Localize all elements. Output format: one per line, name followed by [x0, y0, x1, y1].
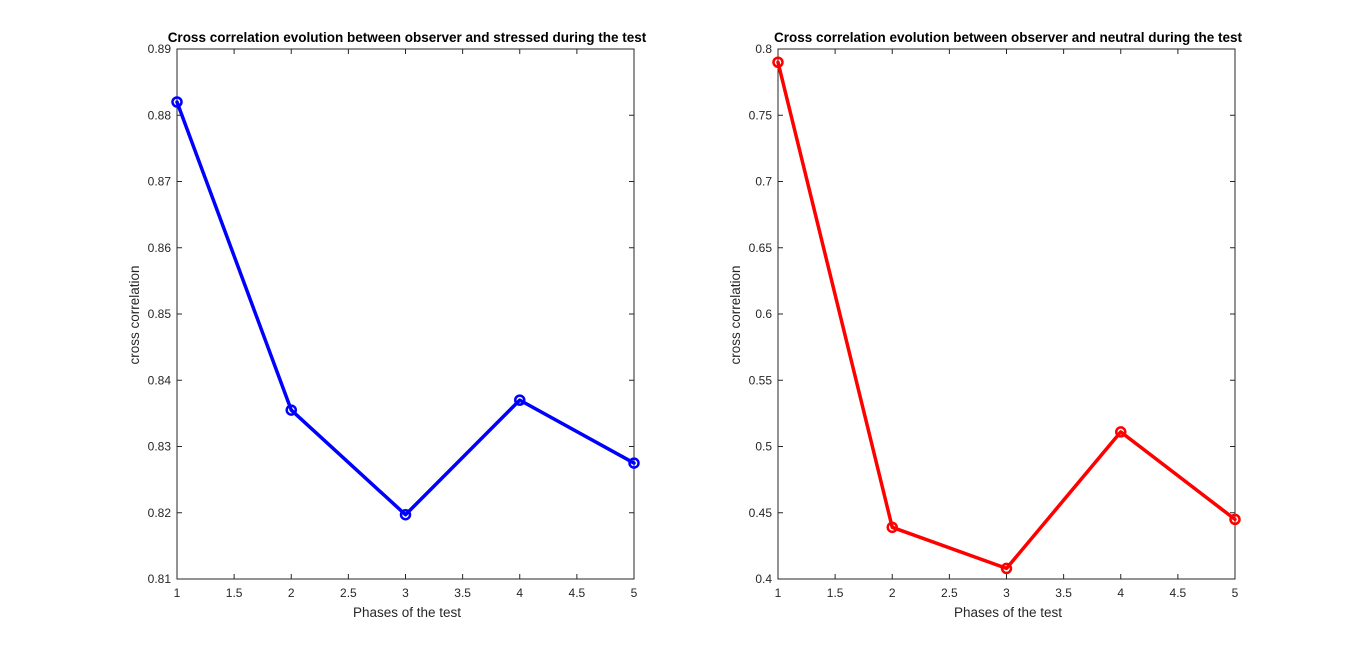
axes-box: [777, 48, 1236, 580]
x-tick-label: 1.5: [226, 586, 243, 600]
data-point: [399, 508, 412, 521]
data-point: [886, 521, 898, 534]
series-line: [776, 60, 1237, 571]
y-tick-label: 0.7: [755, 175, 772, 189]
series-line: [175, 100, 636, 517]
y-tick-label: 0.86: [148, 241, 172, 255]
y-tick-label: 0.75: [749, 108, 773, 122]
data-point: [514, 394, 526, 406]
y-tick-label: 0.81: [148, 572, 172, 586]
x-tick-label: 5: [1232, 586, 1239, 600]
x-tick-label: 3.5: [1055, 586, 1072, 600]
y-tick-label: 0.82: [148, 506, 172, 520]
y-tick-label: 0.6: [755, 307, 772, 321]
y-tick-label: 0.84: [148, 373, 172, 387]
axes-box: [176, 48, 635, 580]
x-tick-label: 5: [631, 586, 638, 600]
x-tick-label: 4: [1117, 586, 1124, 600]
y-axis-label: cross correlation: [127, 265, 142, 364]
data-point: [1115, 426, 1127, 438]
x-tick-label: 1.5: [827, 586, 844, 600]
y-tick-label: 0.89: [148, 42, 172, 56]
y-tick-label: 0.55: [749, 373, 773, 387]
x-tick-label: 3: [1003, 586, 1010, 600]
y-tick-label: 0.8: [755, 42, 772, 56]
chart-stressed: Cross correlation evolution between obse…: [127, 30, 647, 620]
data-point: [772, 56, 784, 68]
x-tick-label: 4.5: [1170, 586, 1187, 600]
x-tick-label: 2: [889, 586, 896, 600]
x-tick-label: 1: [174, 586, 181, 600]
data-point: [285, 404, 297, 416]
y-tick-label: 0.65: [749, 241, 773, 255]
x-tick-label: 3.5: [454, 586, 471, 600]
y-axis-label: cross correlation: [728, 265, 743, 364]
chart-title: Cross correlation evolution between obse…: [168, 30, 647, 45]
data-point: [171, 96, 183, 108]
x-axis-label: Phases of the test: [353, 605, 461, 620]
data-point: [628, 457, 640, 469]
y-tick-label: 0.88: [148, 108, 172, 122]
x-tick-label: 1: [775, 586, 782, 600]
y-tick-label: 0.45: [749, 506, 773, 520]
x-tick-label: 2.5: [340, 586, 357, 600]
y-tick-label: 0.87: [148, 175, 172, 189]
x-axis-label: Phases of the test: [954, 605, 1062, 620]
y-tick-label: 0.83: [148, 440, 172, 454]
data-point: [1229, 513, 1241, 526]
data-point: [1000, 562, 1013, 575]
chart-neutral: Cross correlation evolution between obse…: [728, 30, 1243, 620]
x-tick-label: 2.5: [941, 586, 958, 600]
x-tick-label: 4.5: [569, 586, 586, 600]
x-tick-label: 4: [516, 586, 523, 600]
chart-title: Cross correlation evolution between obse…: [774, 30, 1243, 45]
y-tick-label: 0.5: [755, 440, 772, 454]
y-tick-label: 0.85: [148, 307, 172, 321]
y-tick-label: 0.4: [755, 572, 772, 586]
x-tick-label: 2: [288, 586, 295, 600]
x-tick-label: 3: [402, 586, 409, 600]
